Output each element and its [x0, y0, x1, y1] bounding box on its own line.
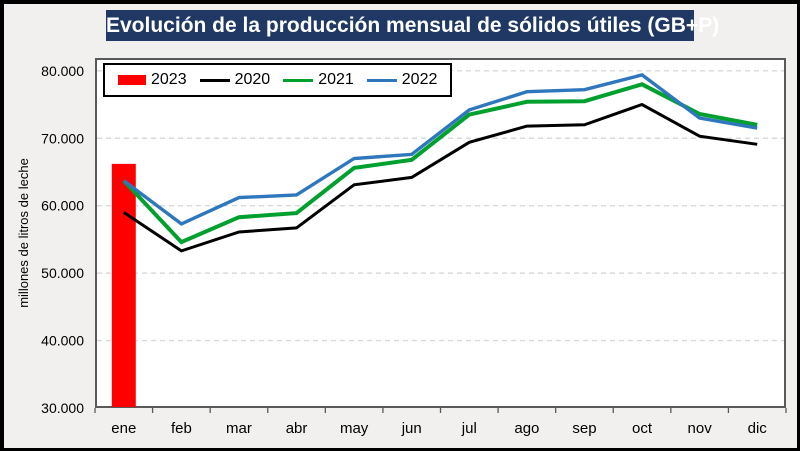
x-tick-label: ago — [514, 420, 539, 437]
legend-swatch-2022-line — [366, 78, 397, 82]
x-tick-label: jun — [401, 420, 422, 437]
plot-area — [95, 58, 786, 408]
x-tick-label: jul — [461, 420, 477, 437]
x-tick-label: abr — [286, 420, 308, 437]
line-2021 — [122, 82, 758, 245]
legend-label-2023: 2023 — [151, 71, 187, 88]
x-tick-label: sep — [572, 420, 596, 437]
y-axis-title: millones de litros de leche — [16, 158, 31, 308]
legend-item-2020: 2020 — [199, 71, 271, 89]
chart-title: Evolución de la producción mensual de só… — [106, 10, 719, 41]
x-tick-label: may — [340, 420, 369, 437]
legend-swatch-2023-bar — [118, 75, 146, 85]
legend-swatch-2021-line — [283, 78, 314, 82]
legend-label-2020: 2020 — [234, 71, 271, 88]
x-tick-label: nov — [688, 420, 713, 437]
x-tick-label: ene — [111, 420, 136, 437]
y-tick-label: 50.000 — [41, 265, 84, 281]
legend-label-2022: 2022 — [401, 71, 438, 88]
legend-item-2022: 2022 — [366, 71, 438, 89]
chart-series-layer: 80.000 70.000 60.000 50.000 40.000 30.000 ene f… — [41, 58, 787, 437]
y-tick-label: 40.000 — [41, 333, 84, 349]
line-2020 — [122, 102, 758, 253]
y-tick-label: 70.000 — [41, 130, 84, 146]
legend-item-2021: 2021 — [283, 71, 354, 89]
chart-canvas: millones de litros de leche 80.000 70.000… — [16, 58, 787, 437]
y-tick-label: 60.000 — [41, 198, 84, 214]
y-tick-label: 80.000 — [41, 63, 84, 79]
legend-item-2023: 2023 — [118, 71, 187, 89]
legend-swatch-2020-line — [199, 78, 230, 82]
legend-label-2021: 2021 — [318, 71, 354, 88]
x-tick-label: dic — [748, 420, 768, 437]
line-2022 — [122, 73, 758, 226]
x-tick-label: mar — [226, 420, 252, 437]
y-tick-label: 30.000 — [41, 400, 84, 416]
x-tick-label: oct — [632, 420, 653, 437]
x-tick-label: feb — [171, 420, 192, 437]
chart-legend: 2023 2020 2021 2022 — [103, 63, 453, 97]
bar-2023 — [111, 163, 136, 407]
plot-border — [95, 58, 786, 408]
